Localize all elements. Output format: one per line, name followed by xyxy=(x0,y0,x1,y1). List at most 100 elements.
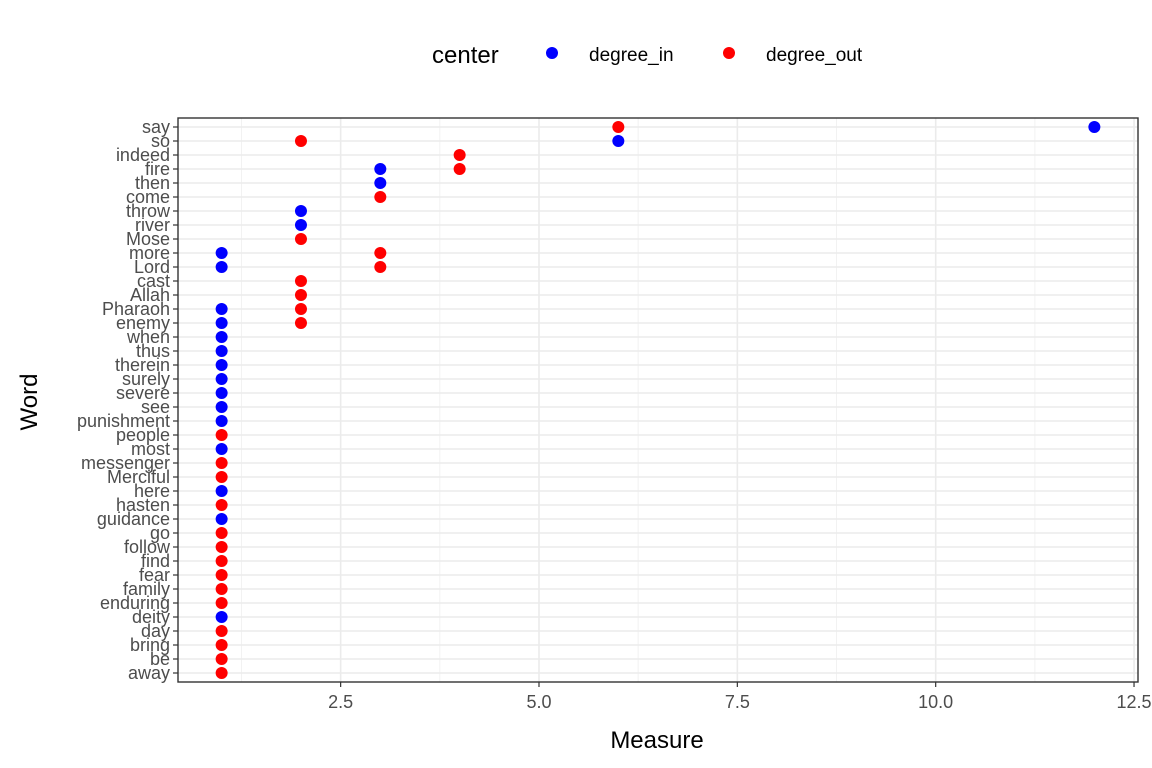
point-degree_in-surely xyxy=(215,373,228,385)
legend: center degree_in degree_out xyxy=(432,42,863,69)
series-degree_in xyxy=(215,121,1101,623)
y-tick-label: surely xyxy=(122,369,170,389)
y-tick-label: therein xyxy=(115,355,170,375)
point-degree_out-so xyxy=(294,135,307,147)
panel-border xyxy=(177,117,1139,683)
y-tick-label: guidance xyxy=(97,509,170,529)
point-degree_in-enemy xyxy=(215,317,228,329)
y-tick-label: say xyxy=(142,117,170,137)
y-tick-label: enduring xyxy=(100,593,170,613)
series-degree_out xyxy=(215,121,625,679)
point-degree_out-fear xyxy=(215,569,228,581)
point-degree_out-Mose xyxy=(294,233,307,245)
x-tick-label: 5.0 xyxy=(526,692,551,712)
y-tick-label: here xyxy=(134,481,170,501)
y-tick-label: see xyxy=(141,397,170,417)
point-degree_out-find xyxy=(215,555,228,567)
y-tick-label: fear xyxy=(139,565,170,585)
y-tick-label: when xyxy=(126,327,170,347)
y-tick-label: so xyxy=(151,131,170,151)
point-degree_out-Merciful xyxy=(215,471,228,483)
point-degree_out-come xyxy=(374,191,387,203)
y-tick-label: deity xyxy=(132,607,170,627)
y-tick-label: Merciful xyxy=(107,467,170,487)
point-degree_in-therein xyxy=(215,359,228,371)
point-degree_in-more xyxy=(215,247,228,259)
point-degree_in-punishment xyxy=(215,415,228,427)
y-tick-label: severe xyxy=(116,383,170,403)
point-degree_out-people xyxy=(215,429,228,441)
point-degree_in-see xyxy=(215,401,228,413)
point-degree_out-messenger xyxy=(215,457,228,469)
point-degree_in-throw xyxy=(294,205,307,217)
y-tick-label: messenger xyxy=(81,453,170,473)
x-tick-label: 10.0 xyxy=(918,692,953,712)
y-tick-label: then xyxy=(135,173,170,193)
point-degree_out-Pharaoh xyxy=(294,303,307,315)
y-tick-label: Lord xyxy=(134,257,170,277)
point-degree_out-say xyxy=(612,121,625,133)
y-tick-label: fire xyxy=(145,159,170,179)
y-tick-label: most xyxy=(131,439,170,459)
point-degree_out-fire xyxy=(453,163,466,175)
y-tick-label: hasten xyxy=(116,495,170,515)
point-degree_in-when xyxy=(215,331,228,343)
legend-label-degree-in: degree_in xyxy=(589,45,674,66)
y-tick-label: go xyxy=(150,523,170,543)
point-degree_out-Allah xyxy=(294,289,307,301)
point-degree_out-hasten xyxy=(215,499,228,511)
legend-item-degree-out: degree_out xyxy=(723,45,863,66)
x-axis-title: Measure xyxy=(610,727,703,754)
point-degree_out-more xyxy=(374,247,387,259)
y-tick-label: find xyxy=(141,551,170,571)
point-degree_in-say xyxy=(1088,121,1101,133)
y-tick-label: enemy xyxy=(116,313,170,333)
point-degree_out-follow xyxy=(215,541,228,553)
grid-lines xyxy=(178,118,1138,682)
legend-key-degree-in xyxy=(546,47,558,59)
point-degree_out-be xyxy=(215,653,228,665)
point-degree_in-river xyxy=(294,219,307,231)
y-tick-label: be xyxy=(150,649,170,669)
point-degree_in-so xyxy=(612,135,625,147)
legend-item-degree-in: degree_in xyxy=(546,45,674,66)
legend-title: center xyxy=(432,42,499,69)
point-degree_in-then xyxy=(374,177,387,189)
y-tick-label: family xyxy=(123,579,170,599)
y-tick-label: Allah xyxy=(130,285,170,305)
point-degree_in-thus xyxy=(215,345,228,357)
y-tick-label: cast xyxy=(137,271,170,291)
y-axis-title: Word xyxy=(16,374,43,431)
y-tick-label: bring xyxy=(130,635,170,655)
y-tick-label: day xyxy=(141,621,170,641)
point-degree_out-enduring xyxy=(215,597,228,609)
y-tick-label: throw xyxy=(126,201,171,221)
point-degree_out-away xyxy=(215,667,228,679)
y-tick-label: more xyxy=(129,243,170,263)
point-degree_out-enemy xyxy=(294,317,307,329)
point-degree_in-deity xyxy=(215,611,228,623)
legend-label-degree-out: degree_out xyxy=(766,45,863,66)
point-degree_in-guidance xyxy=(215,513,228,525)
point-degree_in-Lord xyxy=(215,261,228,273)
legend-key-degree-out xyxy=(723,47,735,59)
y-tick-label: river xyxy=(135,215,170,235)
y-tick-label: Mose xyxy=(126,229,170,249)
y-tick-label: indeed xyxy=(116,145,170,165)
y-tick-label: away xyxy=(128,663,170,683)
y-tick-label: people xyxy=(116,425,170,445)
point-degree_out-Lord xyxy=(374,261,387,273)
point-degree_out-day xyxy=(215,625,228,637)
point-degree_in-most xyxy=(215,443,228,455)
point-degree_in-here xyxy=(215,485,228,497)
point-degree_in-fire xyxy=(374,163,387,175)
point-degree_out-family xyxy=(215,583,228,595)
y-axis: saysoindeedfirethencomethrowriverMosemor… xyxy=(77,117,178,683)
y-tick-label: thus xyxy=(136,341,170,361)
y-tick-label: Pharaoh xyxy=(102,299,170,319)
x-tick-label: 2.5 xyxy=(328,692,353,712)
point-degree_in-Pharaoh xyxy=(215,303,228,315)
point-degree_out-bring xyxy=(215,639,228,651)
